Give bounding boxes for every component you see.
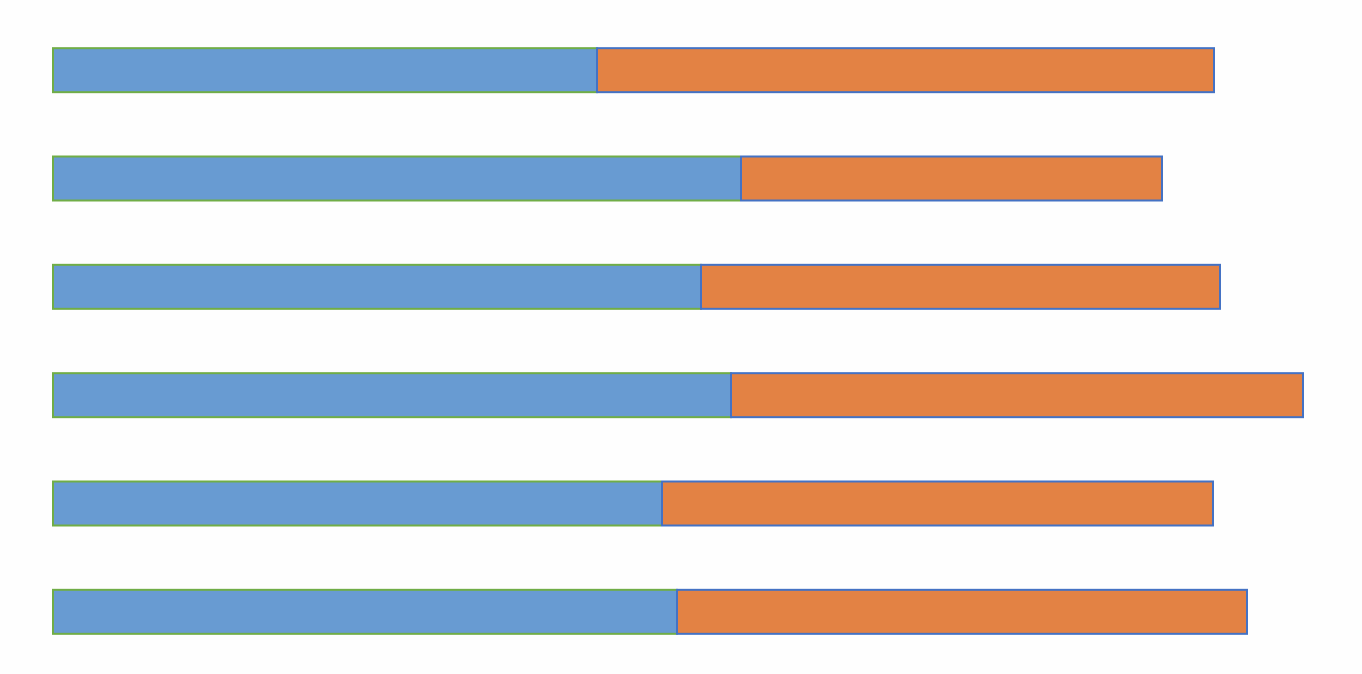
bar-segment <box>661 480 1214 527</box>
bar-segment <box>700 263 1221 310</box>
bar-segment <box>52 155 742 202</box>
bar-segment <box>730 372 1304 419</box>
bar-segment <box>52 372 732 419</box>
bar-segment <box>52 47 598 94</box>
bar-segment <box>52 588 678 635</box>
bar-segment <box>740 155 1163 202</box>
bar-segment <box>52 263 702 310</box>
bar-segment <box>676 588 1248 635</box>
bar-segment <box>52 480 663 527</box>
bar-segment <box>596 47 1215 94</box>
